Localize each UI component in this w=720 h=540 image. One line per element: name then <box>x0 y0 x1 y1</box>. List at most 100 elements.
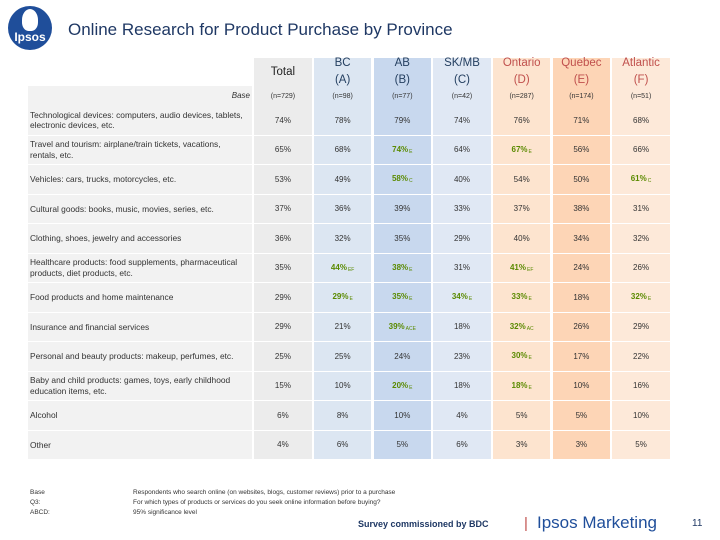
logo-mark-icon <box>22 9 38 31</box>
cell-value: 24% <box>573 263 590 273</box>
data-cell: 32% <box>612 224 670 253</box>
row-label: Technological devices: computers, audio … <box>28 106 252 135</box>
cell-value: 20% <box>392 380 409 390</box>
data-cell: 61%C <box>612 165 670 194</box>
significant-value: 44%EF <box>331 263 354 273</box>
cell-value: 33% <box>453 204 470 214</box>
row-label: Insurance and financial services <box>28 312 252 341</box>
cell-value: 53% <box>274 174 291 184</box>
row-label: Vehicles: cars, trucks, motorcycles, etc… <box>28 165 252 194</box>
cell-value: 31% <box>633 204 650 214</box>
cell-value: 26% <box>573 322 590 332</box>
significance-letters: ACE <box>405 325 416 332</box>
cell-value: 36% <box>274 233 291 243</box>
data-cell: 78% <box>313 106 372 135</box>
cell-value: 68% <box>334 145 351 155</box>
table-row: Travel and tourism: airplane/train ticke… <box>28 135 712 165</box>
column-header: AB (B) <box>373 57 432 86</box>
data-cell: 20%E <box>373 371 432 400</box>
significant-value: 32%AC <box>510 322 534 332</box>
cell-value: 78% <box>334 115 351 125</box>
row-label: Baby and child products: games, toys, ea… <box>28 371 252 400</box>
data-cell: 29%E <box>313 283 372 312</box>
cell-value: 6% <box>456 440 468 450</box>
row-label: Food products and home maintenance <box>28 283 252 312</box>
data-cell: 74% <box>433 106 491 135</box>
cell-value: 61% <box>630 174 647 184</box>
cell-value: 56% <box>573 145 590 155</box>
data-cell: 66% <box>612 135 670 164</box>
column-name: Total <box>270 65 296 78</box>
data-cell: 3% <box>492 430 551 459</box>
significant-value: 29%E <box>332 292 352 302</box>
row-label: Healthcare products: food supplements, p… <box>28 253 252 282</box>
cell-value: 25% <box>334 351 351 361</box>
column-header: Ontario (D) <box>492 57 551 86</box>
ipsos-logo: Ipsos <box>8 6 52 50</box>
significant-value: 35%E <box>392 292 412 302</box>
table-row: Food products and home maintenance 29% 29%… <box>28 283 712 313</box>
data-cell: 36% <box>313 194 372 223</box>
cell-value: 38% <box>392 262 409 272</box>
data-cell: 5% <box>612 430 670 459</box>
cell-value: 74% <box>274 115 291 125</box>
data-cell: 39% <box>373 194 432 223</box>
data-cell: 35% <box>373 224 432 253</box>
significance-letters: EF <box>347 266 355 273</box>
data-cell: 5% <box>373 430 432 459</box>
table-row: Vehicles: cars, trucks, motorcycles, etc… <box>28 165 712 195</box>
data-cell: 31% <box>433 253 491 282</box>
data-cell: 21% <box>313 312 372 341</box>
significance-letters: C <box>409 178 413 185</box>
significance-letters: C <box>647 178 652 185</box>
column-letter: (D) <box>513 74 530 86</box>
data-cell: 31% <box>612 194 670 223</box>
base-label: Base <box>28 86 252 106</box>
cell-value: 50% <box>573 174 590 184</box>
cell-value: 37% <box>274 204 291 214</box>
table-row: Insurance and financial services 29% 21% 39… <box>28 312 712 342</box>
data-cell: 38% <box>552 194 611 223</box>
cell-value: 24% <box>394 351 411 361</box>
footnote-label: ABCD: <box>30 509 50 516</box>
footnote-label: Q3: <box>30 499 41 506</box>
footnote-line: For which types of products or services … <box>133 499 381 506</box>
table-row: Personal and beauty products: makeup, pe… <box>28 342 712 372</box>
data-cell: 34% <box>552 224 611 253</box>
significance-letters: E <box>528 296 532 303</box>
significance-letters: E <box>409 384 413 391</box>
row-label: Travel and tourism: airplane/train ticke… <box>28 135 252 164</box>
data-cell: 40% <box>433 165 491 194</box>
cell-value: 18% <box>511 380 528 390</box>
cell-value: 5% <box>396 440 409 450</box>
data-cell: 5% <box>492 401 551 430</box>
data-cell: 36% <box>254 224 312 253</box>
cell-value: 66% <box>633 145 650 155</box>
data-cell: 8% <box>313 401 372 430</box>
significant-value: 38%E <box>392 263 412 273</box>
cell-value: 18% <box>453 381 470 391</box>
data-cell: 41%EF <box>492 253 551 282</box>
cell-value: 30% <box>511 351 528 361</box>
cell-value: 74% <box>453 115 470 125</box>
cell-value: 10% <box>633 410 650 420</box>
data-cell: 76% <box>492 106 551 135</box>
cell-value: 32% <box>509 321 526 331</box>
significance-letters: E <box>409 266 413 273</box>
cell-value: 17% <box>573 351 590 361</box>
data-cell: 3% <box>552 430 611 459</box>
significant-value: 58%C <box>392 174 413 184</box>
table-header-row: Total BC (A) AB (B) SK/MB (C) Ontario (D) Quebec (… <box>28 57 712 86</box>
row-label: Personal and beauty products: makeup, pe… <box>28 342 252 371</box>
footnote-labels: Base Q3: ABCD: <box>30 488 50 518</box>
footnote-text: Respondents who search online (on websit… <box>133 488 433 518</box>
column-letter: (A) <box>334 74 351 86</box>
page-title: Online Research for Product Purchase by … <box>68 20 453 39</box>
table-row: Clothing, shoes, jewelry and accessories… <box>28 224 712 254</box>
data-cell: 23% <box>433 342 491 371</box>
data-cell: 40% <box>492 224 551 253</box>
column-name: BC <box>334 57 351 70</box>
cell-value: 29% <box>332 292 349 302</box>
table-row: Technological devices: computers, audio … <box>28 106 712 136</box>
table-row: Cultural goods: books, music, movies, se… <box>28 194 712 224</box>
